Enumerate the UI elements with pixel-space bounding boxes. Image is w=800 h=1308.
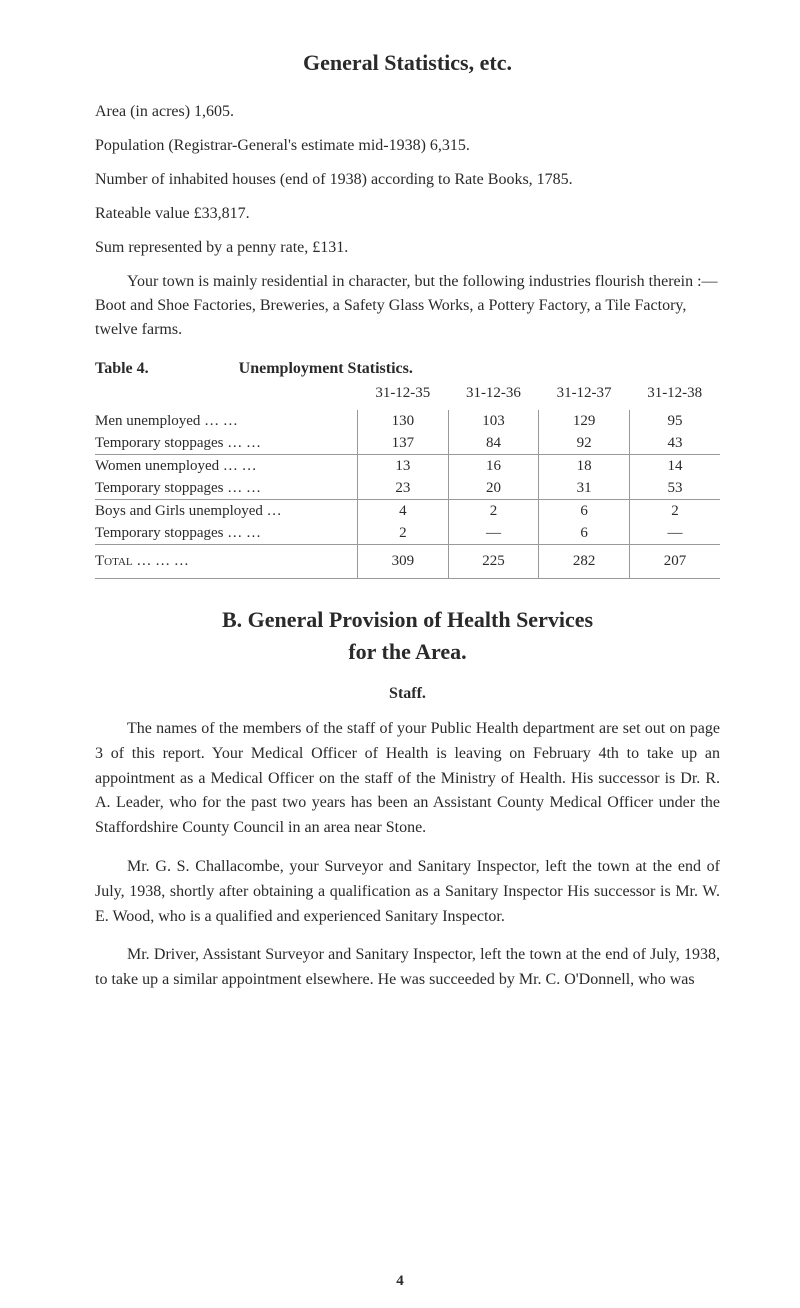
- cell: 18: [539, 455, 630, 479]
- table-col-4: 31-12-38: [629, 382, 720, 410]
- table-col-2: 31-12-36: [448, 382, 539, 410]
- cell: 95: [629, 410, 720, 433]
- unemployment-table: 31-12-35 31-12-36 31-12-37 31-12-38 Men …: [95, 382, 720, 579]
- staff-para-2: Mr. G. S. Challacombe, your Surveyor and…: [95, 855, 720, 929]
- cell: 92: [539, 433, 630, 455]
- page-title: General Statistics, etc.: [95, 50, 720, 76]
- cell: 14: [629, 455, 720, 479]
- area-line: Area (in acres) 1,605.: [95, 100, 720, 124]
- cell: 53: [629, 478, 720, 500]
- total-cell: 282: [539, 545, 630, 579]
- total-cell: 207: [629, 545, 720, 579]
- cell: —: [448, 523, 539, 545]
- cell: 130: [358, 410, 449, 433]
- cell: 23: [358, 478, 449, 500]
- cell: 43: [629, 433, 720, 455]
- cell: 103: [448, 410, 539, 433]
- cell: 137: [358, 433, 449, 455]
- cell: 129: [539, 410, 630, 433]
- page-number: 4: [0, 1273, 800, 1290]
- table-row: Temporary stoppages … … 2 — 6 —: [95, 523, 720, 545]
- cell: 84: [448, 433, 539, 455]
- table-col-1: 31-12-35: [358, 382, 449, 410]
- table-row: Boys and Girls unemployed … 4 2 6 2: [95, 500, 720, 524]
- row-label: Women unemployed … …: [95, 455, 358, 479]
- cell: 16: [448, 455, 539, 479]
- table-row: Men unemployed … … 130 103 129 95: [95, 410, 720, 433]
- sum-line: Sum represented by a penny rate, £131.: [95, 236, 720, 260]
- total-cell: 309: [358, 545, 449, 579]
- cell: —: [629, 523, 720, 545]
- cell: 20: [448, 478, 539, 500]
- staff-para-1: The names of the members of the staff of…: [95, 717, 720, 841]
- section-b-title: B. General Provision of Health Services: [95, 607, 720, 633]
- table-row: Temporary stoppages … … 137 84 92 43: [95, 433, 720, 455]
- row-label: Temporary stoppages … …: [95, 523, 358, 545]
- table-row: Women unemployed … … 13 16 18 14: [95, 455, 720, 479]
- table-caption: Unemployment Statistics.: [239, 360, 413, 378]
- rateable-line: Rateable value £33,817.: [95, 202, 720, 226]
- cell: 6: [539, 500, 630, 524]
- table-header-empty: [95, 382, 358, 410]
- cell: 2: [358, 523, 449, 545]
- staff-heading: Staff.: [95, 685, 720, 703]
- section-b-subtitle: for the Area.: [95, 639, 720, 665]
- row-label: Boys and Girls unemployed …: [95, 500, 358, 524]
- cell: 4: [358, 500, 449, 524]
- table-heading-row: Table 4. Unemployment Statistics.: [95, 360, 720, 378]
- table-total-row: Total … … … 309 225 282 207: [95, 545, 720, 579]
- cell: 6: [539, 523, 630, 545]
- row-label: Men unemployed … …: [95, 410, 358, 433]
- cell: 2: [448, 500, 539, 524]
- table-row: Temporary stoppages … … 23 20 31 53: [95, 478, 720, 500]
- table-col-3: 31-12-37: [539, 382, 630, 410]
- cell: 13: [358, 455, 449, 479]
- table-label: Table 4.: [95, 360, 149, 378]
- cell: 31: [539, 478, 630, 500]
- row-label: Temporary stoppages … …: [95, 433, 358, 455]
- table-header-row: 31-12-35 31-12-36 31-12-37 31-12-38: [95, 382, 720, 410]
- staff-para-3: Mr. Driver, Assistant Surveyor and Sanit…: [95, 943, 720, 993]
- total-label: Total … … …: [95, 545, 358, 579]
- total-cell: 225: [448, 545, 539, 579]
- population-line: Population (Registrar-General's estimate…: [95, 134, 720, 158]
- row-label: Temporary stoppages … …: [95, 478, 358, 500]
- intro-para: Your town is mainly residential in chara…: [95, 270, 720, 342]
- cell: 2: [629, 500, 720, 524]
- houses-line: Number of inhabited houses (end of 1938)…: [95, 168, 720, 192]
